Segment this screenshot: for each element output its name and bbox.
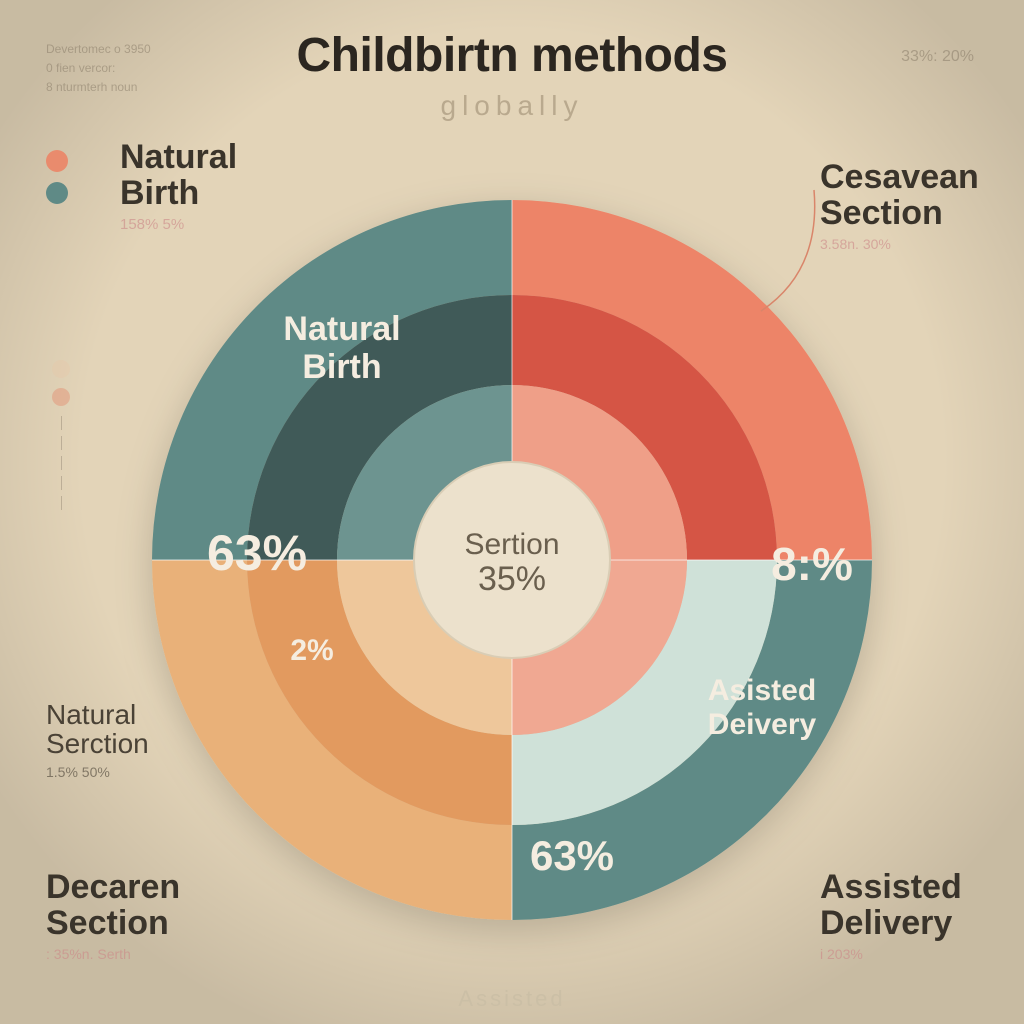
label-line: Assisted — [820, 870, 962, 906]
label-sub: 3.58n. 30% — [820, 237, 979, 252]
svg-text:8:%: 8:% — [771, 538, 853, 590]
svg-text:Asisted: Asisted — [708, 674, 816, 707]
svg-text:2%: 2% — [290, 634, 333, 667]
svg-text:63%: 63% — [530, 832, 614, 879]
label-line: Decaren — [46, 870, 180, 906]
meta-line: 0 fien vercor: — [46, 59, 151, 78]
legend-item — [46, 150, 78, 172]
label-line: Natural — [46, 700, 149, 729]
label-line: Section — [820, 196, 979, 232]
label-line: Birth — [120, 176, 237, 212]
page-subtitle: globally — [0, 90, 1024, 122]
svg-text:63%: 63% — [207, 525, 307, 581]
svg-text:Birth: Birth — [302, 348, 381, 386]
label-line: Section — [46, 906, 180, 942]
meta-line: Devertomec o 3950 — [46, 40, 151, 59]
legend-item — [46, 182, 78, 204]
legend-swatch — [46, 150, 68, 172]
label-assisted-delivery: Assisted Delivery i 203% — [820, 870, 962, 962]
label-sub: i 203% — [820, 947, 962, 962]
label-sub: 1.5% 50% — [46, 765, 149, 780]
label-line: Natural — [120, 140, 237, 176]
svg-text:Deivery: Deivery — [708, 708, 817, 741]
footer-faint-text: Assisted — [0, 986, 1024, 1012]
label-sub: : 35%n. Serth — [46, 947, 180, 962]
svg-text:Sertion: Sertion — [464, 528, 559, 561]
svg-text:Natural: Natural — [283, 310, 400, 348]
legend-swatch — [46, 182, 68, 204]
page-title: Childbirtn methods — [0, 28, 1024, 83]
label-decaren-section: Decaren Section : 35%n. Serth — [46, 870, 180, 962]
label-natural-birth: Natural Birth 158% 5% — [120, 140, 237, 233]
meta-line: 8 nturmterh noun — [46, 78, 151, 97]
legend — [46, 150, 78, 214]
label-sub: 158% 5% — [120, 217, 237, 233]
label-line: Cesavean — [820, 160, 979, 196]
svg-text:35%: 35% — [478, 560, 546, 598]
label-natural-serction: Natural Serction 1.5% 50% — [46, 700, 149, 779]
meta-top-left: Devertomec o 3950 0 fien vercor: 8 nturm… — [46, 40, 151, 98]
decorative-scale — [52, 360, 70, 516]
label-cesarean-section: Cesavean Section 3.58n. 30% — [820, 160, 979, 252]
meta-top-right: 33%: 20% — [901, 48, 974, 66]
label-line: Delivery — [820, 906, 962, 942]
label-line: Serction — [46, 729, 149, 758]
